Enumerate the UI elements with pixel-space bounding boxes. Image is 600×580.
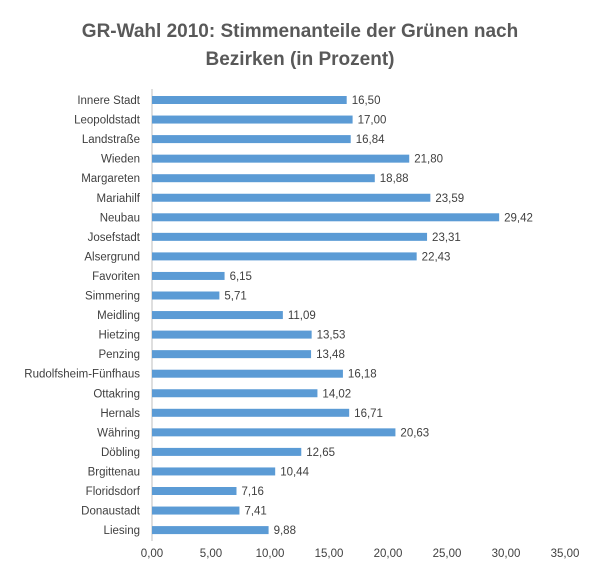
bar: [152, 447, 302, 456]
bar: [152, 291, 220, 300]
category-label: Leopoldstadt: [74, 115, 141, 127]
category-label: Währing: [97, 427, 140, 439]
data-label: 9,88: [274, 525, 296, 537]
data-label: 23,59: [435, 193, 464, 205]
plot-area: Innere Stadt 16,50 Leopoldstadt 17,00 Landst…: [24, 89, 579, 560]
data-label: 13,53: [317, 330, 346, 342]
category-label: Donaustadt: [81, 506, 141, 518]
bar: [152, 232, 428, 241]
category-label: Döbling: [101, 447, 140, 459]
bar: [152, 506, 240, 515]
bar: [152, 389, 318, 398]
x-tick-label: 0,00: [141, 548, 163, 560]
data-label: 22,43: [422, 251, 451, 263]
category-label: Josefstadt: [88, 232, 141, 244]
x-tick-label: 5,00: [200, 548, 222, 560]
x-tick-label: 30,00: [492, 548, 521, 560]
bar: [152, 193, 431, 202]
bar: [152, 428, 396, 437]
category-label: Alsergrund: [84, 251, 140, 263]
category-label: Margareten: [81, 173, 140, 185]
bar: [152, 174, 375, 183]
bar: [152, 311, 283, 320]
chart-title-line-2: Bezirken (in Prozent): [205, 49, 395, 70]
chart-title-line-1: GR-Wahl 2010: Stimmenanteile der Grünen …: [81, 21, 519, 42]
bar: [152, 526, 269, 535]
data-label: 16,50: [352, 95, 381, 107]
category-label: Favoriten: [92, 271, 140, 283]
bar: [152, 467, 276, 476]
category-label: Floridsdorf: [86, 486, 141, 498]
data-label: 6,15: [230, 271, 252, 283]
data-label: 23,31: [432, 232, 461, 244]
bar: [152, 408, 350, 417]
category-label: Liesing: [104, 525, 140, 537]
category-label: Penzing: [98, 349, 140, 361]
bar: [152, 350, 312, 359]
data-label: 12,65: [306, 447, 335, 459]
category-label: Mariahilf: [97, 193, 141, 205]
data-label: 11,09: [288, 310, 316, 322]
category-label: Ottakring: [93, 388, 140, 400]
category-label: Landstraße: [82, 134, 140, 146]
x-tick-label: 10,00: [256, 548, 285, 560]
category-label: Hernals: [100, 408, 140, 420]
bar: [152, 115, 353, 124]
bar: [152, 487, 237, 495]
bar: [152, 96, 347, 104]
bar: [152, 369, 343, 378]
category-label: Wieden: [101, 154, 140, 166]
category-label: Brgittenau: [88, 466, 140, 478]
data-label: 7,16: [241, 486, 263, 498]
category-label: Simmering: [85, 291, 140, 303]
data-label: 13,48: [316, 349, 345, 361]
category-label: Neubau: [100, 212, 140, 224]
data-label: 10,44: [280, 466, 309, 478]
x-tick-label: 25,00: [433, 548, 462, 560]
data-label: 21,80: [414, 154, 443, 166]
chart-title: GR-Wahl 2010: Stimmenanteile der Grünen …: [0, 18, 600, 74]
category-label: Meidling: [97, 310, 140, 322]
data-label: 17,00: [358, 115, 387, 127]
data-label: 5,71: [224, 291, 246, 303]
data-label: 18,88: [380, 173, 409, 185]
data-label: 7,41: [244, 506, 266, 518]
x-tick-label: 35,00: [551, 548, 580, 560]
category-label: Rudolfsheim-Fünfhaus: [24, 369, 140, 381]
bar: [152, 213, 500, 222]
bar: [152, 154, 410, 163]
category-label: Innere Stadt: [77, 95, 140, 107]
bar: [152, 271, 225, 280]
x-tick-label: 15,00: [315, 548, 344, 560]
x-tick-label: 20,00: [374, 548, 403, 560]
data-label: 16,84: [356, 134, 385, 146]
data-label: 16,71: [354, 408, 383, 420]
data-label: 20,63: [400, 427, 429, 439]
data-label: 14,02: [322, 388, 351, 400]
bar: [152, 135, 351, 144]
data-label: 29,42: [504, 212, 533, 224]
data-label: 16,18: [348, 369, 377, 381]
category-label: Hietzing: [98, 330, 140, 342]
bar: [152, 330, 312, 339]
bar: [152, 252, 417, 261]
